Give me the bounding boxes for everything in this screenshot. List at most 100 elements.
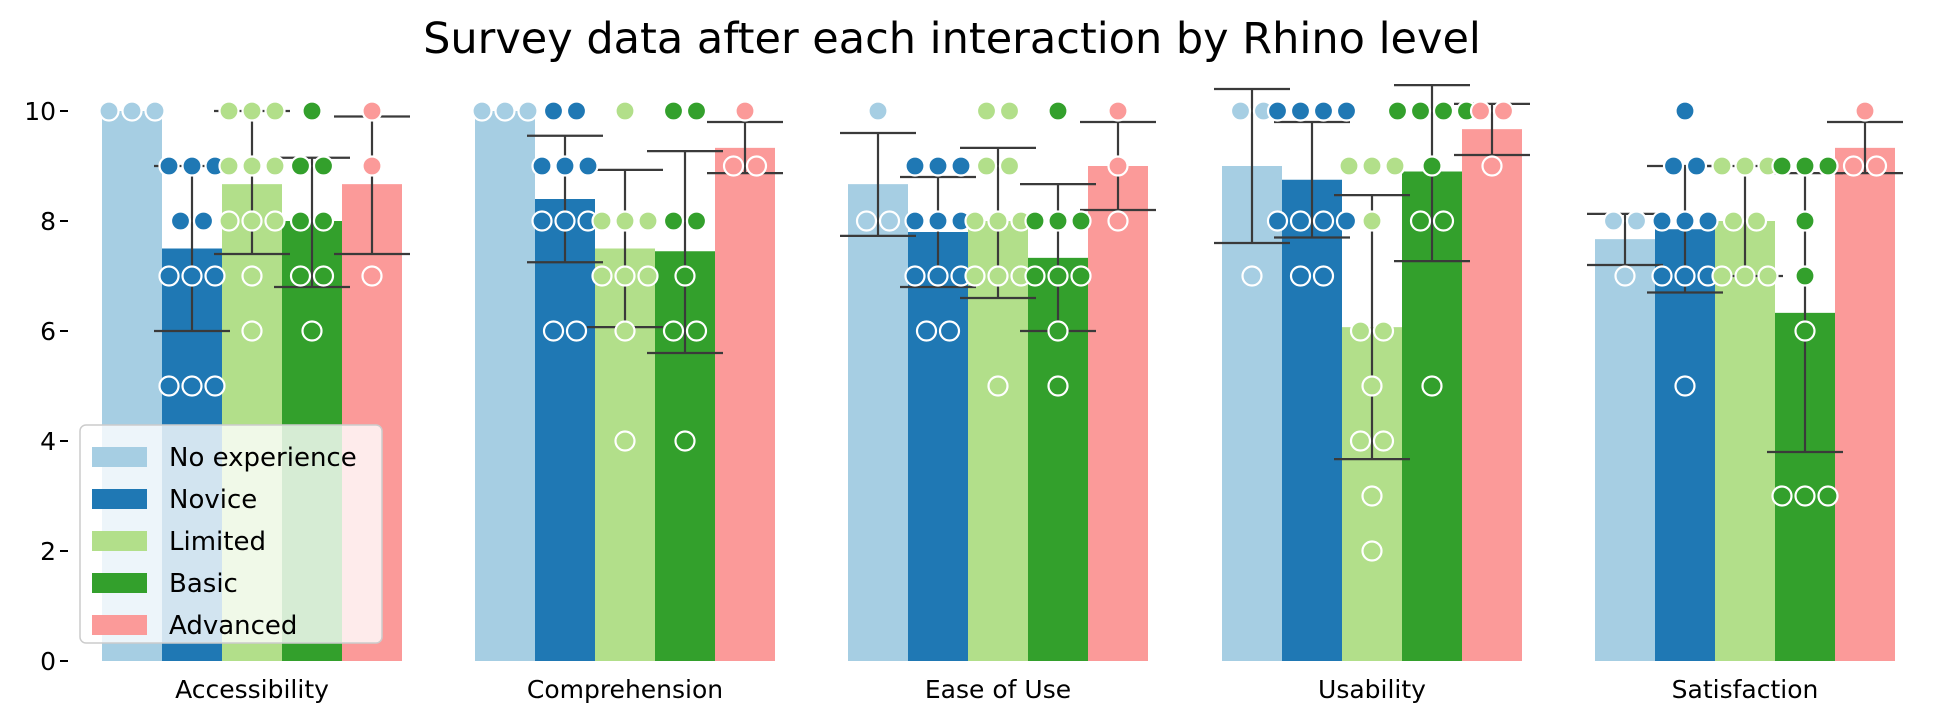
data-point — [542, 100, 565, 122]
data-point — [1289, 210, 1312, 232]
data-point — [1266, 210, 1289, 232]
data-point — [987, 375, 1009, 397]
data-point — [674, 265, 696, 287]
data-point — [218, 155, 240, 177]
data-point — [1107, 100, 1129, 122]
data-point — [1312, 265, 1335, 287]
data-point — [1734, 265, 1756, 287]
data-point — [674, 430, 696, 452]
data-point — [1711, 265, 1733, 287]
data-point — [1024, 265, 1046, 287]
data-point — [614, 100, 636, 122]
data-point — [1241, 265, 1263, 287]
data-point — [722, 155, 745, 177]
x-tick-label: Ease of Use — [925, 675, 1071, 704]
bar-advanced-usability — [1462, 129, 1522, 661]
data-point — [1107, 210, 1129, 232]
bar-novice-satisfaction — [1655, 229, 1715, 661]
data-point — [998, 100, 1021, 122]
data-point — [1335, 210, 1358, 232]
error-bar — [1587, 212, 1663, 267]
data-point — [662, 210, 685, 232]
data-point — [1817, 485, 1839, 507]
data-point — [98, 100, 120, 122]
data-point — [1372, 320, 1395, 342]
data-point — [1409, 210, 1432, 232]
data-point — [1335, 100, 1358, 122]
data-point — [1794, 320, 1816, 342]
error-bar — [1214, 87, 1290, 245]
data-point — [301, 320, 323, 342]
error-bar — [647, 150, 723, 355]
y-tick-label: 10 — [24, 97, 56, 126]
x-tick-label: Accessibility — [175, 675, 329, 704]
legend-label: Advanced — [169, 611, 297, 641]
data-point — [637, 265, 659, 287]
data-point — [1711, 155, 1733, 177]
data-point — [1070, 210, 1092, 232]
bar-no-experience-comprehension — [475, 111, 535, 661]
data-point — [494, 100, 516, 122]
data-point — [289, 210, 312, 232]
data-point — [927, 210, 949, 232]
data-point — [964, 265, 986, 287]
data-point — [169, 210, 192, 232]
data-point — [218, 100, 240, 122]
data-point — [1794, 265, 1816, 287]
data-point — [361, 155, 383, 177]
data-point — [1662, 155, 1685, 177]
data-point — [181, 265, 203, 287]
data-point — [975, 155, 998, 177]
data-point — [241, 100, 263, 122]
data-point — [361, 265, 383, 287]
data-point — [1289, 100, 1312, 122]
data-point — [1421, 155, 1443, 177]
data-point — [614, 320, 636, 342]
data-point — [1651, 265, 1673, 287]
data-point — [192, 210, 215, 232]
data-point — [614, 430, 636, 452]
data-point — [1794, 210, 1816, 232]
data-point — [181, 155, 203, 177]
data-point — [1771, 485, 1793, 507]
data-point — [1361, 375, 1383, 397]
data-point — [1361, 540, 1383, 562]
data-point — [1047, 375, 1069, 397]
y-tick-label: 4 — [40, 427, 56, 456]
data-point — [1625, 210, 1648, 232]
data-point — [565, 100, 588, 122]
data-point — [1409, 100, 1432, 122]
data-point — [927, 265, 949, 287]
y-tick-label: 2 — [40, 537, 56, 566]
data-point — [158, 375, 180, 397]
bar-novice-usability — [1282, 179, 1342, 661]
data-point — [312, 265, 335, 287]
data-point — [264, 100, 286, 122]
data-point — [1602, 210, 1625, 232]
data-point — [1047, 320, 1069, 342]
data-point — [1289, 265, 1312, 287]
data-point — [241, 320, 263, 342]
data-point — [1266, 100, 1289, 122]
data-point — [591, 265, 613, 287]
legend-swatch — [92, 573, 147, 593]
data-point — [1312, 100, 1335, 122]
data-point — [662, 100, 685, 122]
legend-label: Novice — [169, 485, 257, 515]
data-point — [662, 320, 685, 342]
data-point — [289, 155, 312, 177]
legend-label: Basic — [169, 569, 238, 599]
data-point — [312, 155, 335, 177]
data-point — [964, 210, 986, 232]
data-point — [1107, 155, 1129, 177]
data-point — [264, 155, 286, 177]
bar-no-experience-satisfaction — [1595, 239, 1655, 661]
data-point — [554, 210, 576, 232]
data-point — [1349, 430, 1372, 452]
data-point — [1745, 210, 1768, 232]
data-point — [915, 320, 938, 342]
data-point — [1674, 210, 1696, 232]
error-bar — [840, 131, 916, 237]
data-point — [531, 210, 553, 232]
legend-swatch — [92, 531, 147, 551]
